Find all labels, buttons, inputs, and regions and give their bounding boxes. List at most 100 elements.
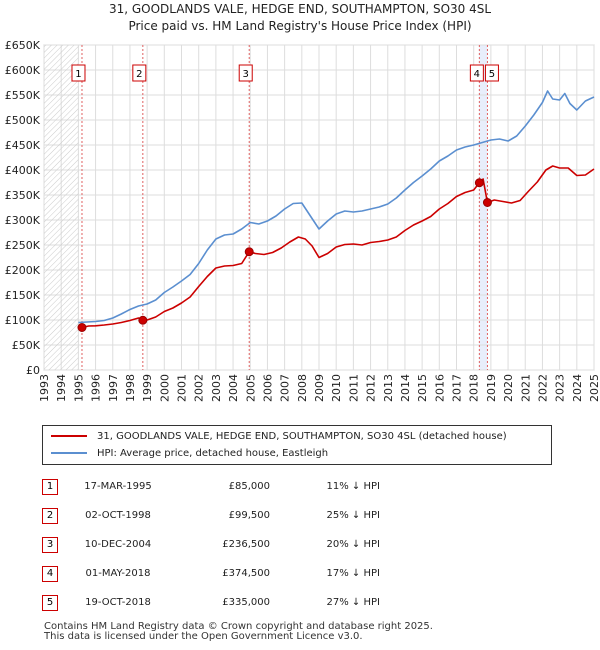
price-chart: £0 £50K £100K £150K £200K £250K £300K £350K £400… <box>5 39 600 402</box>
x-tick-label: 2004 <box>227 374 240 402</box>
transaction-hpi-diff: 17% ↓ HPI <box>326 568 380 579</box>
y-tick-label: £600K <box>5 64 41 77</box>
transaction-number-label: 5 <box>489 69 495 80</box>
transaction-price: £99,500 <box>228 510 270 521</box>
x-tick-label: 2000 <box>158 374 171 402</box>
x-tick-label: 2024 <box>571 374 584 402</box>
transaction-number-label: 1 <box>75 69 81 80</box>
transaction-number-box <box>484 64 499 82</box>
x-tick-label: 1998 <box>124 374 137 402</box>
transaction-point <box>474 178 484 188</box>
transaction-hpi-diff: 25% ↓ HPI <box>326 510 380 521</box>
x-tick-label: 2025 <box>588 374 600 402</box>
footer-licence: This data is licensed under the Open Gov… <box>44 631 363 642</box>
transaction-hpi-diff: 20% ↓ HPI <box>326 539 380 550</box>
x-tick-label: 2014 <box>399 374 412 402</box>
x-tick-label: 2010 <box>330 374 343 402</box>
footer-copyright: Contains HM Land Registry data © Crown c… <box>44 621 433 632</box>
y-tick-label: £50K <box>12 339 41 352</box>
x-tick-label: 2023 <box>554 374 567 402</box>
transaction-point <box>244 247 254 257</box>
transaction-number-badge: 2 <box>42 507 58 524</box>
transaction-number-label: 2 <box>136 69 142 80</box>
legend-label-property: 31, GOODLANDS VALE, HEDGE END, SOUTHAMPT… <box>97 430 507 442</box>
footer: Contains HM Land Registry data © Crown c… <box>44 622 433 642</box>
y-tick-label: £550K <box>5 89 41 102</box>
x-tick-label: 2018 <box>468 374 481 402</box>
legend-swatch-red <box>51 435 87 437</box>
x-tick-label: 2013 <box>382 374 395 402</box>
y-tick-label: £350K <box>5 189 41 202</box>
x-tick-label: 2001 <box>176 374 189 402</box>
transaction-price: £236,500 <box>222 539 270 550</box>
table-row: 2 02-OCT-1998 £99,500 25% ↓ HPI <box>42 501 380 530</box>
table-row: 1 17-MAR-1995 £85,000 11% ↓ HPI <box>42 472 380 501</box>
transaction-number-label: 4 <box>474 69 480 80</box>
transaction-number-box <box>238 64 253 82</box>
x-tick-label: 1999 <box>141 374 154 402</box>
transaction-date: 17-MAR-1995 <box>84 481 152 492</box>
x-tick-label: 1994 <box>55 374 68 402</box>
property-series-line <box>81 165 595 329</box>
hpi-series-line <box>78 90 595 324</box>
transaction-price: £374,500 <box>222 568 270 579</box>
x-tick-label: 2020 <box>502 374 515 402</box>
x-tick-label: 2002 <box>193 374 206 402</box>
x-tick-label: 2005 <box>244 374 257 402</box>
table-row: 3 10-DEC-2004 £236,500 20% ↓ HPI <box>42 530 380 559</box>
transaction-hpi-diff: 27% ↓ HPI <box>326 597 380 608</box>
transaction-number-badge: 1 <box>42 478 58 495</box>
x-tick-label: 1996 <box>90 374 103 402</box>
transaction-hpi-diff: 11% ↓ HPI <box>326 481 380 492</box>
x-tick-label: 1995 <box>72 374 85 402</box>
x-tick-label: 1993 <box>38 374 51 402</box>
chart-legend: 31, GOODLANDS VALE, HEDGE END, SOUTHAMPT… <box>42 425 552 465</box>
y-tick-label: £250K <box>5 239 41 252</box>
no-data-region <box>44 45 79 370</box>
transaction-number-box <box>71 64 86 82</box>
y-tick-label: £650K <box>5 39 41 52</box>
x-tick-label: 2021 <box>519 374 532 402</box>
transaction-date: 19-OCT-2018 <box>85 597 151 608</box>
y-tick-label: £400K <box>5 164 41 177</box>
x-tick-label: 2009 <box>313 374 326 402</box>
transactions-table: 1 17-MAR-1995 £85,000 11% ↓ HPI 2 02-OCT… <box>42 472 380 617</box>
legend-swatch-blue <box>51 452 87 454</box>
transaction-number-badge: 3 <box>42 536 58 553</box>
transaction-number-badge: 4 <box>42 565 58 582</box>
transaction-point <box>77 323 87 332</box>
chart-subtitle: Price paid vs. HM Land Registry's House … <box>128 19 472 33</box>
legend-item-property: 31, GOODLANDS VALE, HEDGE END, SOUTHAMPT… <box>51 428 507 444</box>
transaction-number-badge: 5 <box>42 594 58 611</box>
transaction-date: 10-DEC-2004 <box>84 539 152 550</box>
y-tick-label: £200K <box>5 264 41 277</box>
x-tick-label: 2008 <box>296 374 309 402</box>
transaction-number-label: 3 <box>243 69 249 80</box>
y-tick-label: £300K <box>5 214 41 227</box>
transaction-date: 01-MAY-2018 <box>85 568 151 579</box>
transaction-band <box>479 45 488 370</box>
x-tick-label: 2017 <box>451 374 464 402</box>
table-row: 4 01-MAY-2018 £374,500 17% ↓ HPI <box>42 559 380 588</box>
table-row: 5 19-OCT-2018 £335,000 27% ↓ HPI <box>42 588 380 617</box>
transaction-date: 02-OCT-1998 <box>85 510 151 521</box>
y-tick-label: £150K <box>5 289 41 302</box>
x-tick-label: 2006 <box>261 374 274 402</box>
x-tick-label: 2007 <box>279 374 292 402</box>
transaction-point <box>138 315 148 325</box>
y-tick-label: £450K <box>5 139 41 152</box>
legend-label-hpi: HPI: Average price, detached house, East… <box>97 447 329 459</box>
y-tick-label: £0 <box>26 364 40 377</box>
x-tick-label: 2019 <box>485 374 498 402</box>
x-tick-label: 2012 <box>365 374 378 402</box>
x-tick-label: 2015 <box>416 374 429 402</box>
x-tick-label: 2016 <box>433 374 446 402</box>
x-tick-label: 2022 <box>536 374 549 402</box>
transaction-price: £335,000 <box>222 597 270 608</box>
transaction-number-box <box>132 64 147 82</box>
y-tick-label: £500K <box>5 114 41 127</box>
transaction-price: £85,000 <box>228 481 270 492</box>
legend-item-hpi: HPI: Average price, detached house, East… <box>51 445 328 461</box>
chart-title: 31, GOODLANDS VALE, HEDGE END, SOUTHAMPT… <box>108 2 492 16</box>
x-tick-label: 1997 <box>107 374 120 402</box>
